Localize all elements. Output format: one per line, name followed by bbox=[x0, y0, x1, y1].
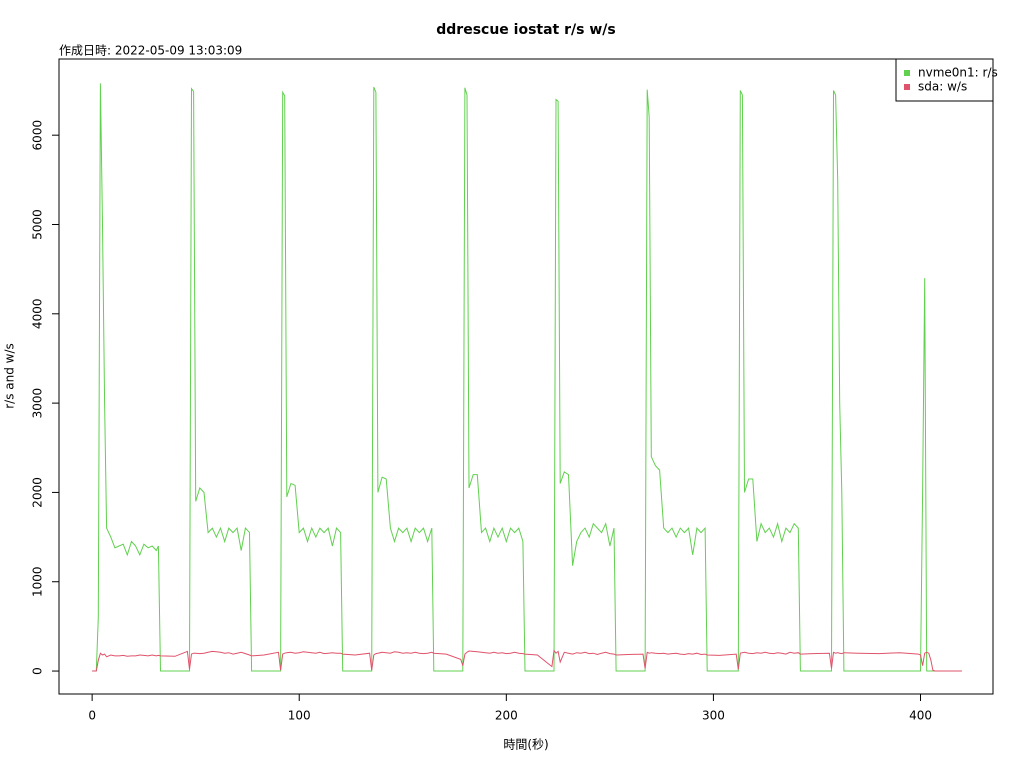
y-tick-label: 0 bbox=[31, 667, 45, 675]
y-tick-label: 6000 bbox=[31, 120, 45, 151]
legend-swatch bbox=[904, 84, 910, 90]
y-axis-label: r/s and w/s bbox=[3, 343, 17, 409]
y-tick-label: 5000 bbox=[31, 209, 45, 240]
series-line bbox=[92, 649, 962, 672]
chart-title: ddrescue iostat r/s w/s bbox=[436, 22, 615, 38]
legend-label: sda: w/s bbox=[918, 80, 967, 94]
legend-label: nvme0n1: r/s bbox=[918, 66, 998, 80]
y-tick-label: 4000 bbox=[31, 299, 45, 330]
x-tick-label: 100 bbox=[288, 709, 311, 723]
legend-box bbox=[895, 58, 994, 102]
x-tick-label: 400 bbox=[909, 709, 932, 723]
y-tick-label: 2000 bbox=[31, 477, 45, 508]
x-tick-label: 200 bbox=[495, 709, 518, 723]
chart-subtitle: 作成日時: 2022-05-09 13:03:09 bbox=[59, 44, 242, 58]
x-tick-label: 300 bbox=[702, 709, 725, 723]
y-tick-label: 1000 bbox=[31, 566, 45, 597]
plot-frame bbox=[58, 58, 994, 695]
legend-swatch bbox=[904, 70, 910, 76]
series-line bbox=[92, 83, 962, 672]
y-tick-label: 3000 bbox=[31, 388, 45, 419]
x-axis-label: 時間(秒) bbox=[503, 738, 548, 752]
x-tick-label: 0 bbox=[88, 709, 96, 723]
